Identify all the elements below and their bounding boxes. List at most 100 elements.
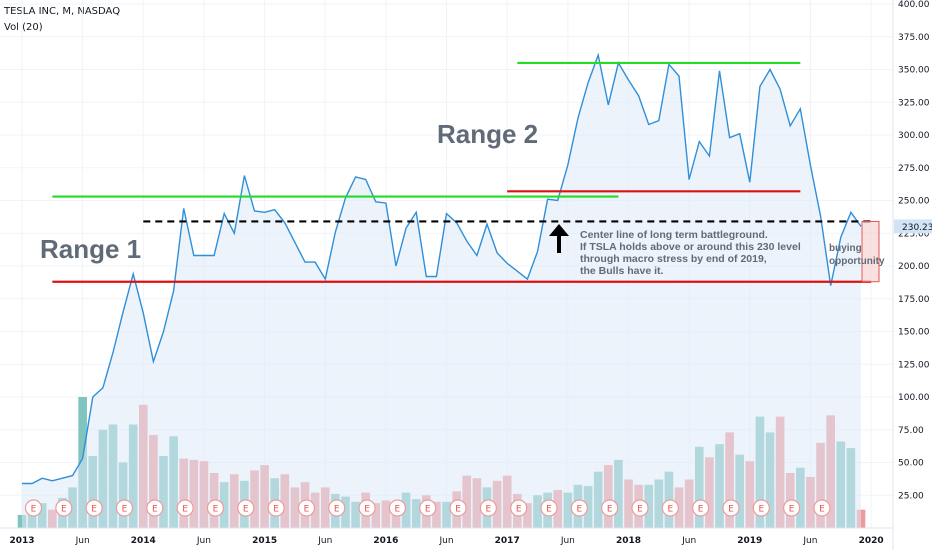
- earnings-marker-label: E: [698, 505, 704, 515]
- y-tick-label: 175.00: [898, 295, 930, 305]
- earnings-marker[interactable]: E: [601, 499, 619, 517]
- price-line: [22, 52, 862, 485]
- earnings-marker[interactable]: E: [206, 499, 225, 517]
- earnings-marker[interactable]: E: [813, 499, 831, 517]
- x-tick-label: Jun: [75, 536, 90, 546]
- earnings-marker[interactable]: E: [24, 499, 43, 517]
- earnings-marker[interactable]: E: [540, 499, 558, 517]
- earnings-marker-label: E: [486, 505, 492, 515]
- note-line-1: Center line of long term battleground.: [580, 229, 768, 241]
- earnings-marker[interactable]: E: [146, 499, 164, 517]
- y-tick-label: 200.00: [898, 262, 930, 272]
- earnings-marker-label: E: [789, 505, 795, 515]
- x-tick-label: Jun: [439, 536, 454, 546]
- earnings-marker[interactable]: E: [570, 499, 588, 517]
- earnings-marker[interactable]: E: [510, 499, 528, 517]
- y-tick-label: 300.00: [898, 131, 930, 141]
- earnings-marker[interactable]: E: [328, 499, 346, 517]
- earnings-marker-label: E: [758, 505, 764, 515]
- earnings-marker-label: E: [31, 505, 37, 515]
- earnings-marker[interactable]: E: [267, 499, 285, 517]
- earnings-marker[interactable]: E: [692, 499, 710, 517]
- earnings-marker[interactable]: E: [55, 499, 73, 517]
- x-tick-label: Jun: [317, 536, 332, 546]
- earnings-marker[interactable]: E: [358, 499, 376, 517]
- earnings-marker-label: E: [577, 505, 583, 515]
- earnings-marker-label: E: [546, 505, 552, 515]
- price-area-fill: [22, 55, 861, 528]
- x-tick-label: Jun: [560, 536, 575, 546]
- earnings-marker-label: E: [243, 505, 249, 515]
- range-1-label: Range 1: [40, 234, 141, 264]
- earnings-marker[interactable]: E: [85, 499, 103, 517]
- y-tick-label: 325.00: [898, 98, 930, 108]
- earnings-marker[interactable]: E: [176, 499, 194, 517]
- earnings-marker[interactable]: E: [115, 499, 134, 517]
- x-tick-label: 2015: [252, 536, 277, 546]
- earnings-marker-label: E: [819, 505, 825, 515]
- earnings-marker-label: E: [213, 505, 219, 515]
- earnings-marker-label: E: [182, 505, 188, 515]
- x-tick-label: Jun: [681, 536, 696, 546]
- earnings-marker-label: E: [516, 505, 522, 515]
- earnings-marker-label: E: [61, 505, 67, 515]
- up-arrow-icon: [549, 224, 569, 253]
- earnings-marker-label: E: [425, 505, 431, 515]
- y-tick-label: 100.00: [898, 393, 930, 403]
- volume-indicator-label[interactable]: Vol (20): [4, 22, 43, 33]
- y-tick-label: 250.00: [898, 197, 930, 207]
- earnings-marker[interactable]: E: [419, 499, 437, 517]
- x-tick-label: 2019: [737, 536, 762, 546]
- x-tick-label: 2020: [859, 536, 884, 546]
- buying-opportunity-box: [861, 220, 880, 283]
- x-tick-label: 2017: [495, 536, 520, 546]
- earnings-marker[interactable]: E: [237, 499, 255, 517]
- earnings-marker[interactable]: E: [752, 499, 770, 517]
- earnings-marker[interactable]: E: [661, 499, 679, 517]
- y-tick-label: 125.00: [898, 360, 930, 370]
- x-tick-label: Jun: [196, 536, 211, 546]
- y-tick-label: 350.00: [898, 66, 930, 76]
- x-tick-label: 2013: [9, 536, 34, 546]
- y-tick-label: 25.00: [898, 491, 924, 501]
- earnings-marker-label: E: [152, 505, 158, 515]
- earnings-marker[interactable]: E: [631, 499, 649, 517]
- y-tick-label: 400.00: [898, 0, 930, 10]
- earnings-marker[interactable]: E: [479, 499, 497, 517]
- earnings-marker-label: E: [637, 505, 643, 515]
- y-tick-label: 75.00: [898, 426, 924, 436]
- symbol-title: TESLA INC, M, NASDAQ: [4, 6, 121, 17]
- x-tick-label: Jun: [802, 536, 817, 546]
- earnings-marker-label: E: [607, 505, 613, 515]
- price-axis: 25.00 50.00 75.00 100.00 125.00 150.00 175.00 2…: [898, 0, 930, 501]
- y-tick-label: 225.00: [898, 229, 930, 239]
- level-lines: [52, 61, 872, 283]
- earnings-marker-label: E: [91, 505, 97, 515]
- earnings-marker-label: E: [273, 505, 279, 515]
- earnings-marker[interactable]: E: [297, 499, 316, 517]
- earnings-marker-label: E: [304, 505, 310, 515]
- note-line-4: the Bulls have it.: [580, 265, 664, 277]
- earnings-marker[interactable]: E: [388, 499, 406, 517]
- y-tick-label: 275.00: [898, 164, 930, 174]
- note-line-3: through macro stress by end of 2019,: [580, 253, 767, 265]
- buying-label-line-1: buying: [829, 243, 862, 254]
- earnings-marker-label: E: [395, 505, 401, 515]
- earnings-marker-label: E: [667, 505, 673, 515]
- earnings-marker-label: E: [334, 505, 340, 515]
- buying-label-line-2: opportunity: [829, 256, 885, 267]
- y-tick-label: 375.00: [898, 33, 930, 43]
- time-axis: 2013 Jun 2014 Jun 2015 Jun 2016 Jun 2017 Jun 2018 J…: [9, 536, 883, 546]
- x-tick-label: 2016: [373, 536, 398, 546]
- earnings-marker[interactable]: E: [722, 499, 740, 517]
- x-tick-label: 2018: [616, 536, 641, 546]
- earnings-marker[interactable]: E: [783, 499, 801, 517]
- x-tick-label: 2014: [131, 536, 156, 546]
- earnings-marker[interactable]: E: [449, 499, 467, 517]
- note-line-2: If TSLA holds above or around this 230 l…: [580, 241, 801, 253]
- earnings-marker-label: E: [728, 505, 734, 515]
- range-2-label: Range 2: [437, 119, 538, 149]
- earnings-marker-label: E: [122, 505, 128, 515]
